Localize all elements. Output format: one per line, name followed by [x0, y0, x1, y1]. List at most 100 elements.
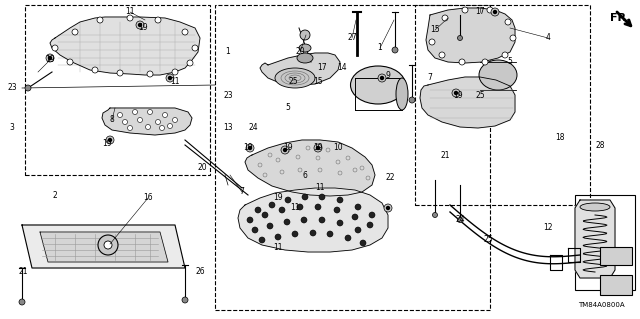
Circle shape: [302, 194, 308, 200]
Circle shape: [147, 71, 153, 77]
Circle shape: [252, 227, 258, 233]
Circle shape: [301, 217, 307, 223]
Polygon shape: [260, 53, 340, 85]
Circle shape: [132, 109, 138, 115]
Circle shape: [327, 231, 333, 237]
Circle shape: [491, 8, 499, 16]
Text: 25: 25: [483, 235, 493, 244]
Circle shape: [442, 15, 448, 21]
Circle shape: [259, 237, 265, 243]
Circle shape: [247, 217, 253, 223]
Text: 11: 11: [291, 204, 300, 212]
Text: 2: 2: [52, 190, 58, 199]
Text: 15: 15: [430, 26, 440, 34]
Circle shape: [173, 117, 177, 122]
Circle shape: [147, 109, 152, 115]
Circle shape: [127, 125, 132, 130]
Text: 19: 19: [283, 144, 293, 152]
Circle shape: [187, 60, 193, 66]
Bar: [600, 247, 632, 265]
Text: 24: 24: [248, 123, 258, 132]
Circle shape: [355, 227, 361, 233]
Circle shape: [314, 144, 322, 152]
Circle shape: [192, 45, 198, 51]
Text: 1: 1: [226, 48, 230, 56]
Bar: [575, 195, 635, 290]
Circle shape: [98, 235, 118, 255]
Circle shape: [502, 52, 508, 58]
Ellipse shape: [275, 68, 315, 88]
Circle shape: [319, 217, 325, 223]
Text: 21: 21: [440, 151, 450, 160]
Text: 13: 13: [223, 123, 233, 132]
Text: 19: 19: [453, 91, 463, 100]
Circle shape: [172, 69, 178, 75]
Circle shape: [409, 97, 415, 103]
Circle shape: [182, 29, 188, 35]
Text: TM84A0800A: TM84A0800A: [579, 302, 625, 308]
Text: 11: 11: [316, 183, 324, 192]
Circle shape: [510, 35, 516, 41]
Polygon shape: [238, 188, 388, 252]
Text: 23: 23: [223, 91, 233, 100]
Circle shape: [454, 92, 458, 94]
Text: 27: 27: [347, 33, 357, 42]
Text: 8: 8: [109, 115, 115, 124]
Circle shape: [168, 77, 172, 79]
Text: 19: 19: [138, 24, 148, 33]
Circle shape: [337, 220, 343, 226]
Text: 11: 11: [170, 78, 180, 86]
Text: 16: 16: [143, 194, 153, 203]
Circle shape: [246, 144, 254, 152]
Text: 20: 20: [295, 48, 305, 56]
Bar: [25, 5, 210, 175]
Polygon shape: [575, 200, 615, 278]
Text: 15: 15: [313, 78, 323, 86]
Text: 28: 28: [595, 140, 605, 150]
Circle shape: [279, 207, 285, 213]
Circle shape: [334, 207, 340, 213]
Circle shape: [46, 54, 54, 62]
Ellipse shape: [351, 66, 406, 104]
Circle shape: [493, 11, 497, 13]
Circle shape: [281, 146, 289, 154]
Circle shape: [284, 219, 290, 225]
Circle shape: [352, 214, 358, 220]
Ellipse shape: [297, 53, 313, 63]
Circle shape: [136, 21, 144, 29]
Circle shape: [267, 223, 273, 229]
Circle shape: [255, 207, 261, 213]
Ellipse shape: [580, 203, 610, 211]
Polygon shape: [426, 8, 515, 63]
Bar: [215, 5, 490, 310]
Text: 19: 19: [45, 56, 55, 64]
Circle shape: [462, 7, 468, 13]
Circle shape: [67, 59, 73, 65]
Circle shape: [117, 70, 123, 76]
Circle shape: [25, 85, 31, 91]
Circle shape: [182, 297, 188, 303]
Circle shape: [319, 194, 325, 200]
Circle shape: [439, 52, 445, 58]
Polygon shape: [22, 225, 185, 268]
Circle shape: [106, 136, 114, 144]
Circle shape: [458, 218, 463, 222]
Ellipse shape: [300, 30, 310, 40]
Circle shape: [345, 235, 351, 241]
Text: 7: 7: [428, 73, 433, 83]
Circle shape: [384, 204, 392, 212]
Circle shape: [285, 197, 291, 203]
Text: 14: 14: [337, 63, 347, 72]
Circle shape: [297, 204, 303, 210]
Circle shape: [156, 120, 161, 124]
Circle shape: [166, 74, 174, 82]
Circle shape: [381, 77, 383, 79]
Text: 4: 4: [545, 33, 550, 42]
Text: 24: 24: [455, 216, 465, 225]
Circle shape: [284, 149, 287, 152]
Circle shape: [292, 231, 298, 237]
Text: 7: 7: [239, 188, 244, 197]
Circle shape: [458, 35, 463, 41]
Text: 11: 11: [125, 8, 135, 17]
Text: 12: 12: [543, 224, 553, 233]
